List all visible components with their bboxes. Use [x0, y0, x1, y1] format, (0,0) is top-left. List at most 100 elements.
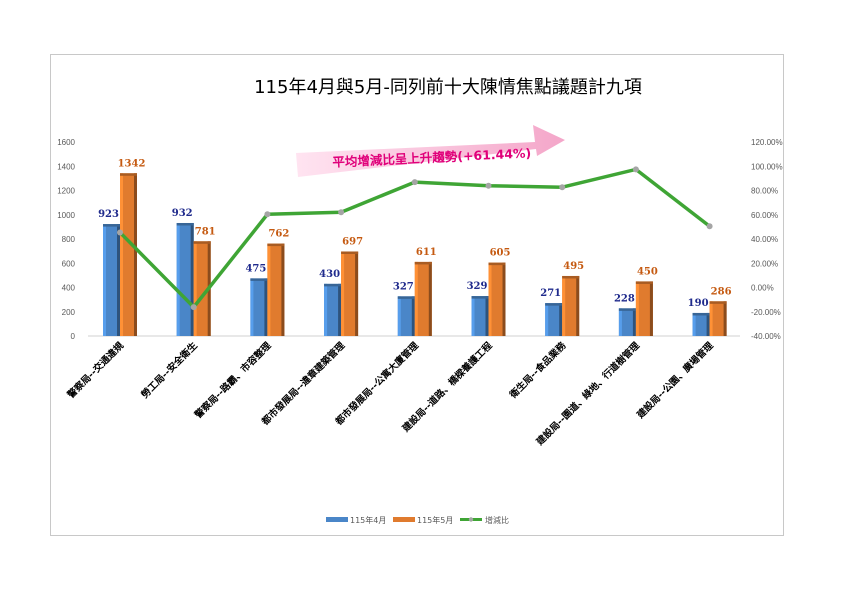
- bar-may-side: [134, 173, 137, 336]
- trend-annotation: 平均增減比呈上升趨勢(+61.44%): [296, 125, 565, 177]
- legend: 115年4月 115年5月 增減比: [326, 515, 509, 525]
- bar-may-cap: [267, 243, 285, 247]
- bar-apr-face: [471, 296, 489, 336]
- bar-apr: [176, 222, 194, 336]
- data-label-may: 611: [416, 247, 437, 258]
- bar-may: [562, 275, 580, 336]
- left-tick-label: 600: [62, 259, 76, 268]
- bar-may-face: [635, 281, 653, 336]
- data-label-apr: 932: [172, 208, 193, 219]
- line-series: [117, 166, 713, 311]
- trend-arrow-icon: [296, 125, 565, 177]
- bar-apr-side: [706, 312, 710, 336]
- category-label: 都市發展局--公寓大廈管理: [332, 339, 421, 428]
- line-point: [706, 223, 713, 230]
- bar-may: [341, 251, 359, 336]
- bar-may: [488, 262, 506, 336]
- bar-apr-face: [397, 296, 415, 336]
- data-label-apr: 327: [393, 281, 414, 292]
- bar-apr: [471, 296, 489, 336]
- bar-may-cap: [341, 251, 359, 254]
- bar-may-face: [562, 275, 580, 336]
- chart-title: 115年4月與5月-同列前十大陳情焦點議題計九項: [254, 77, 642, 98]
- legend-swatch-apr: [326, 517, 348, 522]
- data-label-may: 1342: [118, 158, 146, 169]
- bar-apr-side: [559, 303, 563, 336]
- right-tick-label: -20.00%: [751, 308, 781, 317]
- category-label: 警察局--路霸、市容整理: [192, 339, 274, 421]
- data-label-apr: 190: [688, 298, 709, 309]
- bar-apr-highlight: [471, 296, 475, 336]
- bar-may-cap: [488, 262, 506, 266]
- data-label-apr: 430: [319, 269, 340, 280]
- data-label-may: 286: [711, 286, 732, 297]
- bar-may: [709, 301, 727, 336]
- bar-apr-highlight: [103, 224, 106, 336]
- line-point: [632, 166, 639, 173]
- bar-may-face: [267, 243, 285, 336]
- left-tick-label: 1200: [57, 187, 75, 196]
- bar-may-highlight: [562, 275, 566, 336]
- bar-may-cap: [709, 301, 727, 304]
- bar-may-side: [723, 301, 727, 336]
- bar-apr-face: [176, 222, 194, 336]
- bar-apr-side: [411, 296, 415, 336]
- data-label-may: 450: [637, 266, 658, 277]
- right-tick-label: 80.00%: [751, 187, 778, 196]
- category-label: 衛生局--食品業務: [507, 339, 569, 401]
- bar-apr: [692, 312, 710, 336]
- bar-may-side: [649, 281, 653, 336]
- bar-apr-side: [264, 278, 268, 336]
- bar-apr-cap: [545, 303, 563, 306]
- bar-apr: [324, 283, 342, 336]
- data-label-apr: 923: [98, 209, 119, 220]
- legend-label-apr: 115年4月: [350, 515, 386, 525]
- bar-may-cap: [635, 281, 653, 284]
- bar-apr-cap: [618, 308, 636, 311]
- right-tick-label: -40.00%: [751, 332, 781, 341]
- bar-apr-cap: [250, 278, 268, 281]
- bar-apr-highlight: [618, 308, 622, 336]
- bar-may-face: [193, 241, 211, 336]
- bar-may-highlight: [709, 301, 713, 336]
- bar-may-cap: [193, 241, 211, 244]
- data-label-apr: 329: [467, 281, 488, 292]
- right-tick-label: 20.00%: [751, 259, 778, 268]
- bar-may-face: [120, 173, 137, 336]
- bar-may-side: [502, 262, 506, 336]
- bar-apr-side: [190, 222, 194, 336]
- line-point: [117, 229, 123, 236]
- bar-may-highlight: [193, 241, 197, 336]
- data-label-may: 495: [563, 261, 584, 272]
- left-tick-label: 1000: [57, 211, 75, 220]
- bar-apr-side: [117, 224, 120, 336]
- legend-marker-change: [468, 517, 474, 522]
- bar-apr: [545, 303, 563, 336]
- bar-apr-face: [692, 312, 710, 336]
- bar-may-cap: [120, 173, 137, 176]
- category-label: 警察局--交通違規: [65, 339, 126, 400]
- right-tick-label: 60.00%: [751, 211, 778, 220]
- bar-may: [267, 243, 285, 336]
- bar-apr-cap: [397, 296, 415, 299]
- line-point: [559, 184, 566, 191]
- bar-apr-cap: [471, 296, 489, 299]
- right-tick-label: 0.00%: [751, 284, 774, 293]
- left-axis-ticks: 0 200 400 600 800 1000 1200 1400 1600: [57, 138, 75, 341]
- bar-apr-highlight: [176, 222, 180, 336]
- bar-may-face: [709, 301, 727, 336]
- bar-apr: [103, 224, 120, 336]
- bar-may-highlight: [635, 281, 639, 336]
- bar-may-highlight: [120, 173, 123, 336]
- bar-may-highlight: [267, 243, 271, 336]
- bar-apr: [618, 308, 636, 336]
- line-point: [190, 304, 197, 311]
- category-label: 勞工局--安全衛生: [139, 339, 200, 400]
- bar-may: [635, 281, 653, 336]
- bar-apr-face: [103, 224, 120, 336]
- bar-may-highlight: [414, 261, 418, 336]
- right-tick-label: 100.00%: [751, 162, 783, 171]
- bar-may-side: [281, 243, 285, 336]
- left-tick-label: 0: [71, 332, 76, 341]
- bar-apr-cap: [176, 222, 194, 226]
